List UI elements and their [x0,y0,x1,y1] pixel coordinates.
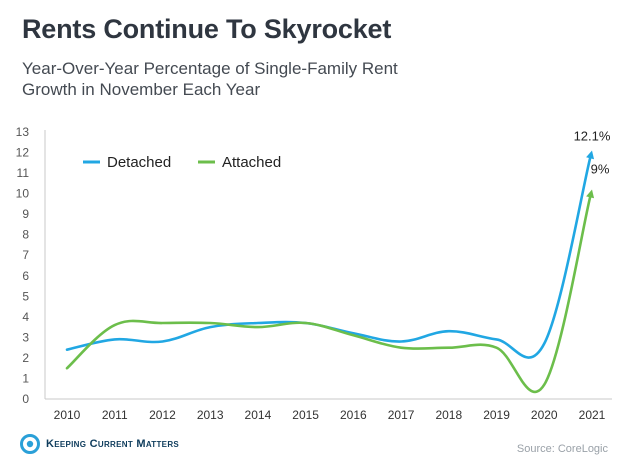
chart-subtitle: Year-Over-Year Percentage of Single-Fami… [22,59,398,99]
legend-label-detached: Detached [107,154,171,171]
y-tick-label: 10 [16,187,30,201]
y-tick-label: 13 [16,125,30,139]
footer-logo: Keeping Current Matters [20,434,179,454]
x-tick-label: 2016 [340,408,367,422]
x-tick-label: 2017 [388,408,415,422]
x-tick-label: 2020 [531,408,558,422]
x-tick-label: 2015 [292,408,319,422]
y-tick-label: 11 [17,166,30,180]
arrowhead-attached [586,189,595,199]
x-tick-label: 2010 [54,408,81,422]
y-tick-label: 0 [22,392,29,406]
y-tick-label: 2 [22,351,29,365]
x-tick-label: 2021 [579,408,606,422]
series-line-detached [65,156,592,359]
series-line-attached [65,195,592,394]
logo-text: Keeping Current Matters [46,438,180,450]
y-tick-label: 8 [22,228,29,242]
y-tick-label: 7 [22,248,29,262]
legend-label-attached: Attached [222,154,281,171]
y-tick-label: 9 [22,207,29,221]
source-note: Source: CoreLogic [516,443,608,455]
x-tick-label: 2014 [245,408,272,422]
y-tick-label: 12 [16,146,30,160]
y-tick-label: 6 [22,269,29,283]
y-tick-label: 1 [22,371,29,385]
x-tick-label: 2012 [149,408,176,422]
y-tick-label: 3 [22,330,29,344]
x-tick-label: 2013 [197,408,224,422]
arrowhead-detached [586,150,595,160]
x-tick-label: 2011 [102,408,128,422]
end-label-attached: 9% [591,162,610,177]
x-tick-label: 2019 [483,408,510,422]
y-tick-label: 4 [22,310,29,324]
end-label-detached: 12.1% [574,128,611,143]
chart-title: Rents Continue To Skyrocket [22,14,392,44]
kcm-logo-icon [20,434,40,454]
y-tick-label: 5 [22,289,29,303]
x-tick-label: 2018 [435,408,462,422]
